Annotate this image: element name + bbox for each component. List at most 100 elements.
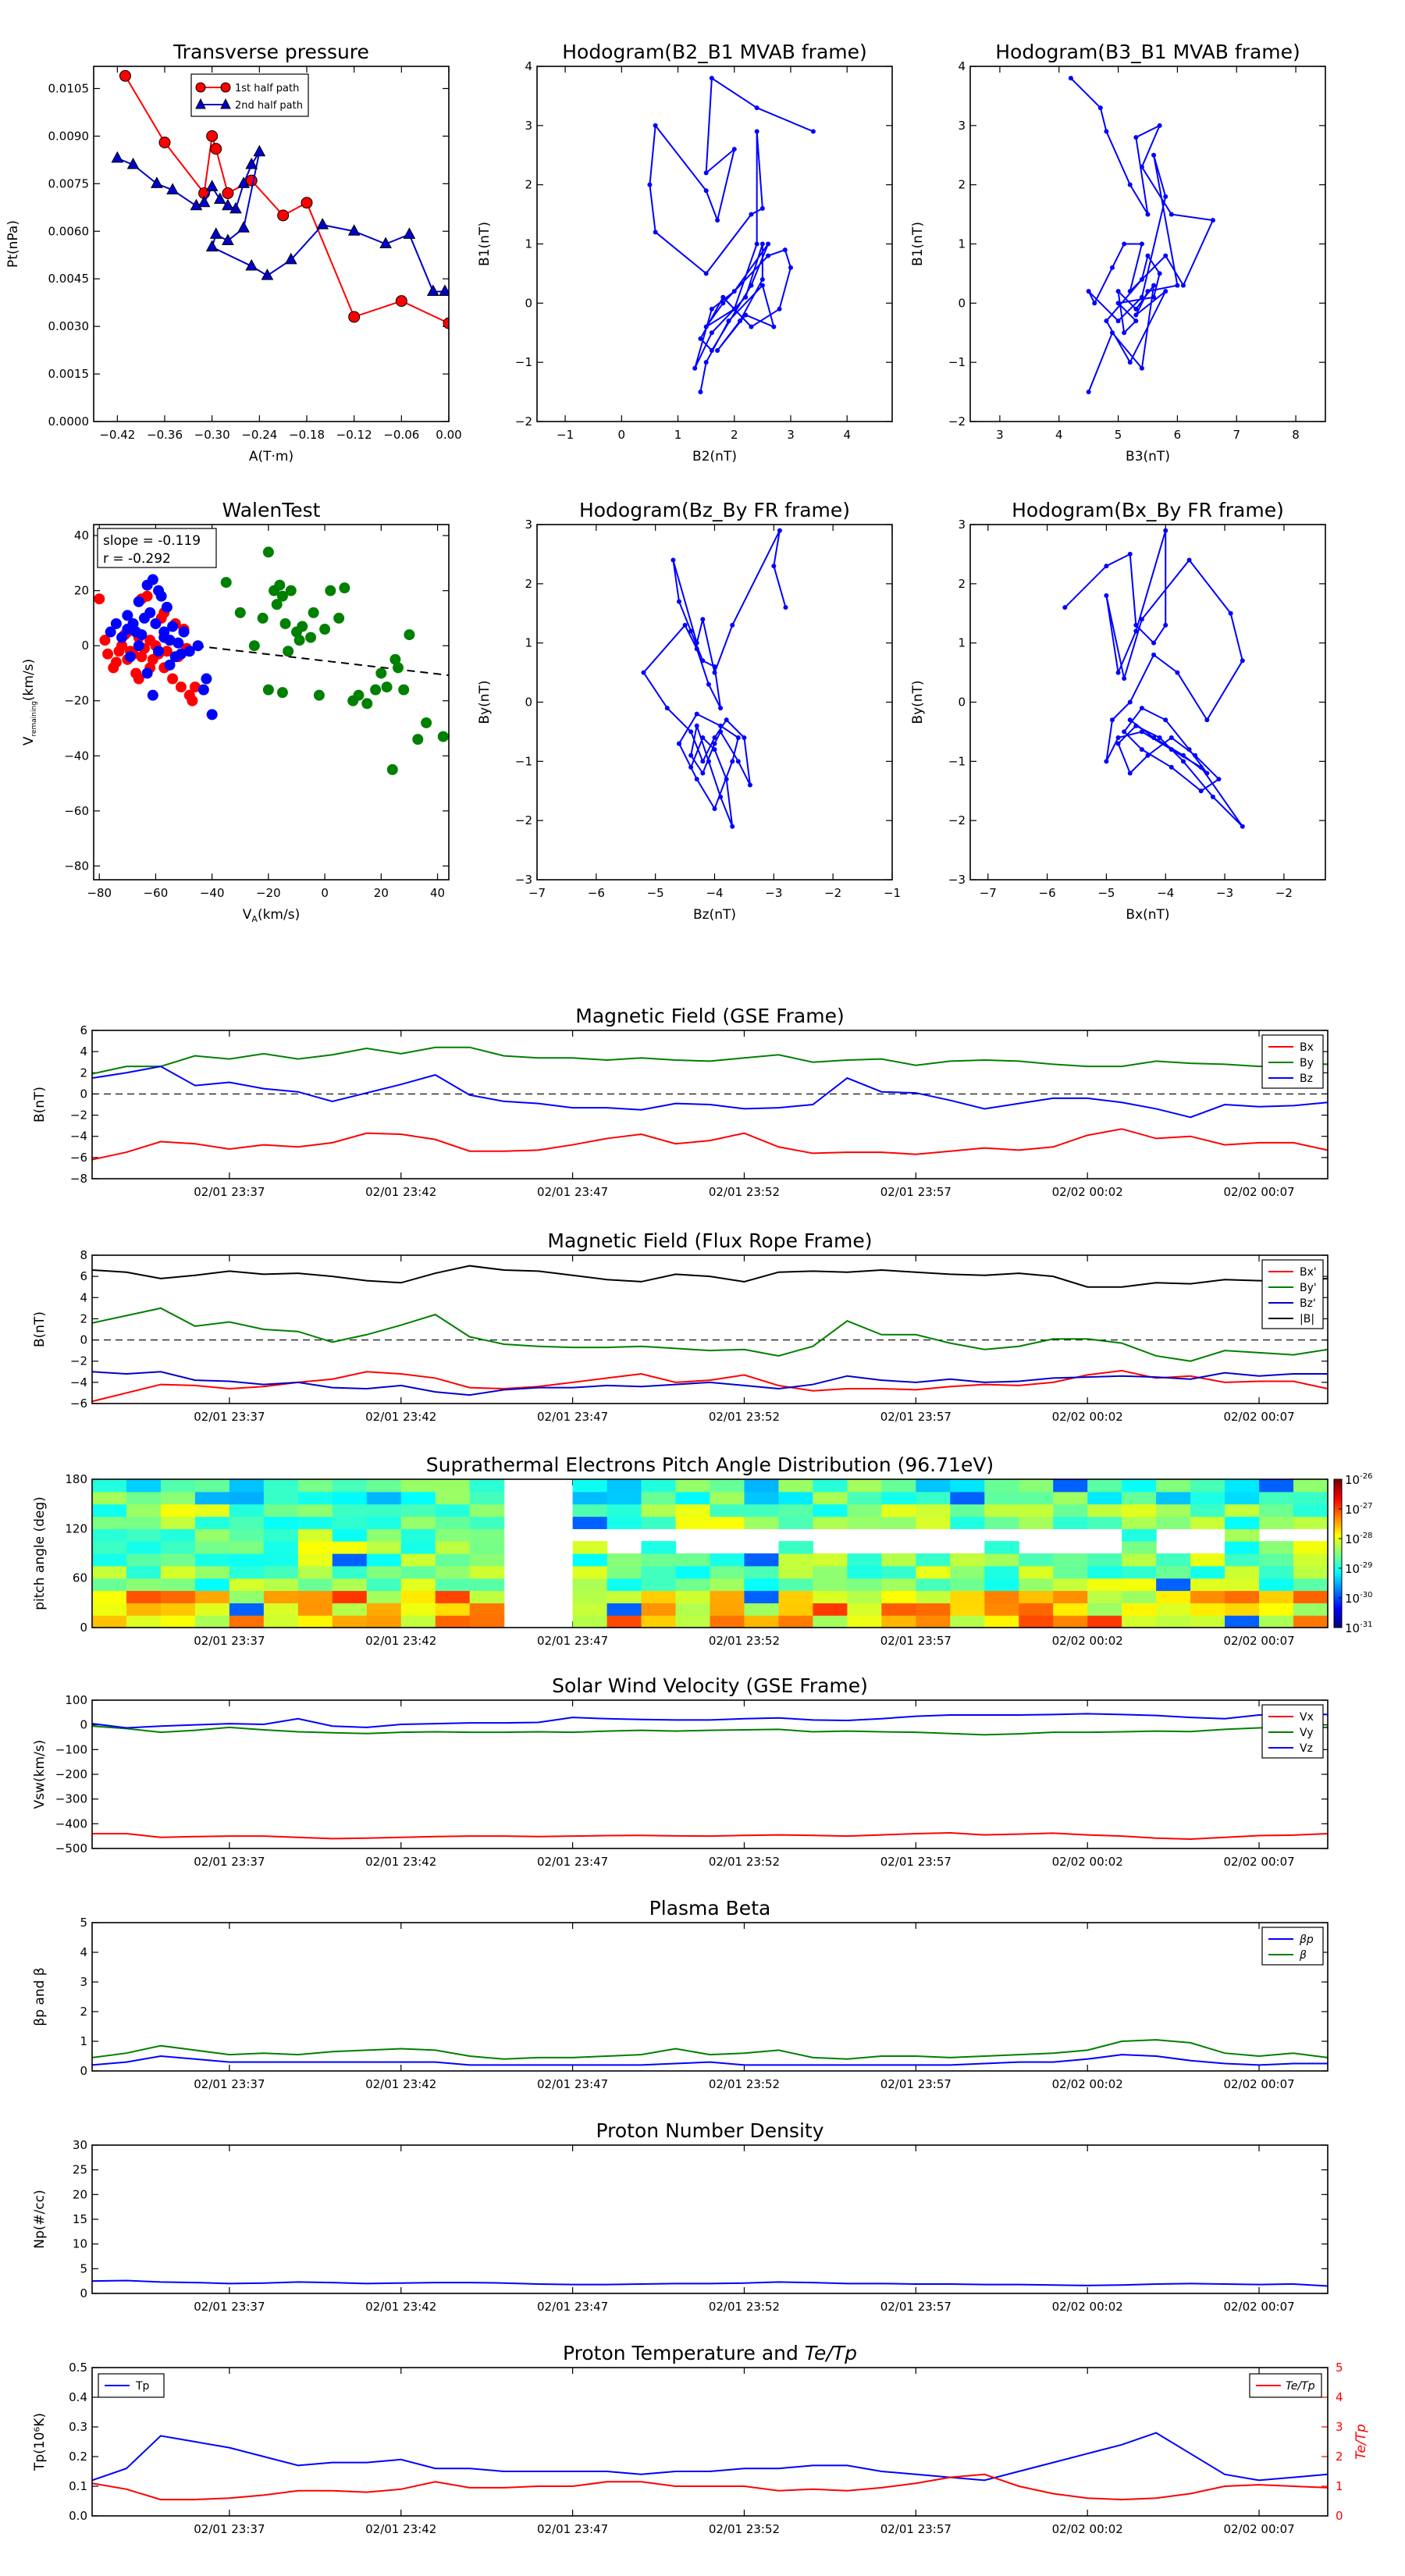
heatmap-cell xyxy=(606,1491,642,1505)
y-tick-label: 4 xyxy=(80,1290,87,1304)
heatmap-cell xyxy=(778,1553,814,1567)
heatmap-cell xyxy=(1122,1553,1157,1567)
chart-title: Magnetic Field (Flux Rope Frame) xyxy=(547,1229,872,1252)
heatmap-cell xyxy=(1122,1578,1157,1592)
data-point xyxy=(1151,640,1157,646)
data-point xyxy=(173,637,184,649)
heatmap-cell xyxy=(916,1578,951,1592)
data-point xyxy=(1110,265,1115,270)
y-tick-label: 10 xyxy=(73,2237,87,2251)
heatmap-cell xyxy=(1087,1479,1122,1493)
heatmap-cell xyxy=(229,1491,265,1505)
heatmap-cell xyxy=(710,1565,745,1579)
data-point xyxy=(1133,723,1139,728)
heatmap-cell xyxy=(1156,1553,1191,1567)
data-point xyxy=(698,390,703,395)
heatmap-cell xyxy=(229,1565,265,1579)
data-point xyxy=(738,318,742,324)
data-point xyxy=(1122,330,1127,336)
heatmap-cell xyxy=(435,1565,471,1579)
heatmap-cell xyxy=(1225,1578,1260,1592)
data-point xyxy=(715,348,720,353)
heatmap-cell xyxy=(1293,1516,1329,1529)
heatmap-cell xyxy=(606,1553,642,1567)
colorbar-label: 10-30 xyxy=(1345,1591,1372,1606)
y-tick-label: 5 xyxy=(80,1916,87,1930)
heatmap-cell xyxy=(92,1528,127,1542)
colorbar-segment xyxy=(1334,1622,1342,1626)
heatmap-cell xyxy=(332,1590,368,1603)
data-point xyxy=(1110,717,1115,723)
data-point xyxy=(698,336,703,341)
data-point xyxy=(284,252,297,265)
time-tick-label: 02/01 23:47 xyxy=(537,1185,608,1199)
heatmap-cell xyxy=(950,1565,985,1579)
panel-walen: WalenTest −80 −60 −40 −20 0 20 40 −80 −60 −40 −20 0 2… xyxy=(21,499,450,924)
heatmap-cell xyxy=(160,1553,196,1567)
colorbar-label: 10-26 xyxy=(1345,1472,1372,1487)
y-tick-label: −40 xyxy=(64,749,89,763)
data-point xyxy=(1115,301,1121,306)
y-tick-label: −4 xyxy=(70,1130,87,1144)
heatmap-cell xyxy=(160,1615,196,1628)
heatmap-cell xyxy=(92,1479,127,1493)
heatmap-cell xyxy=(263,1528,299,1542)
heatmap-cell xyxy=(126,1541,162,1554)
colorbar-segment xyxy=(1334,1550,1342,1554)
heatmap-cell xyxy=(710,1516,745,1529)
heatmap-cell xyxy=(435,1503,471,1517)
heatmap-cell xyxy=(1259,1578,1294,1592)
heatmap-cell xyxy=(297,1553,333,1567)
y-axis-label: B(nT) xyxy=(32,1087,48,1123)
data-point xyxy=(133,640,144,652)
y-tick-label: 0 xyxy=(958,296,966,310)
legend-label: 1st half path xyxy=(235,83,299,94)
heatmap-cell xyxy=(1225,1590,1260,1603)
data-point xyxy=(1115,741,1121,746)
data-point xyxy=(782,247,788,253)
heatmap-cell xyxy=(400,1565,436,1579)
heatmap-cell xyxy=(400,1491,436,1505)
heatmap-cell xyxy=(332,1479,368,1493)
data-point xyxy=(245,258,258,271)
time-tick-label: 02/01 23:37 xyxy=(194,2077,265,2091)
heatmap-cell xyxy=(126,1553,162,1567)
colorbar-segment xyxy=(1334,1521,1342,1525)
data-point xyxy=(749,324,754,329)
heatmap-cell xyxy=(847,1590,882,1603)
heatmap-cell xyxy=(1053,1491,1088,1505)
data-point xyxy=(370,684,382,696)
heatmap-cell xyxy=(744,1491,780,1505)
x-tick-label: 1 xyxy=(674,428,682,442)
heatmap-cell xyxy=(744,1615,780,1628)
heatmap-cell xyxy=(950,1590,985,1603)
data-point xyxy=(167,673,179,685)
data-layer xyxy=(92,2039,1328,2066)
x-tick-label: −2 xyxy=(824,886,841,900)
data-point xyxy=(700,617,706,622)
y-tick-label: 3 xyxy=(958,518,966,532)
heatmap-cell xyxy=(572,1565,608,1579)
y-tick-label: 40 xyxy=(74,528,89,543)
x-tick-label: −7 xyxy=(528,886,546,900)
heatmap-cell xyxy=(1225,1615,1260,1628)
data-point xyxy=(1204,717,1210,723)
y-tick-label: 8 xyxy=(80,1248,87,1262)
heatmap-cell xyxy=(1293,1479,1329,1493)
heatmap-cell xyxy=(469,1578,505,1592)
heatmap-cell xyxy=(160,1516,196,1529)
heatmap-cell xyxy=(675,1603,711,1616)
heatmap-cell xyxy=(950,1603,985,1616)
data-point xyxy=(766,241,771,247)
series-line-Bz' xyxy=(92,1371,1328,1397)
data-point xyxy=(319,624,331,635)
heatmap-cell xyxy=(1122,1590,1157,1603)
colorbar-segment xyxy=(1334,1511,1342,1514)
y-tick-label: 0.2 xyxy=(69,2450,87,2464)
y-tick-label: −3 xyxy=(948,873,966,887)
colorbar-segment xyxy=(1334,1565,1342,1569)
colorbar-segment xyxy=(1334,1528,1342,1532)
y-tick-label: 1 xyxy=(525,237,532,251)
data-point xyxy=(703,170,709,176)
heatmap-cell xyxy=(469,1590,505,1603)
